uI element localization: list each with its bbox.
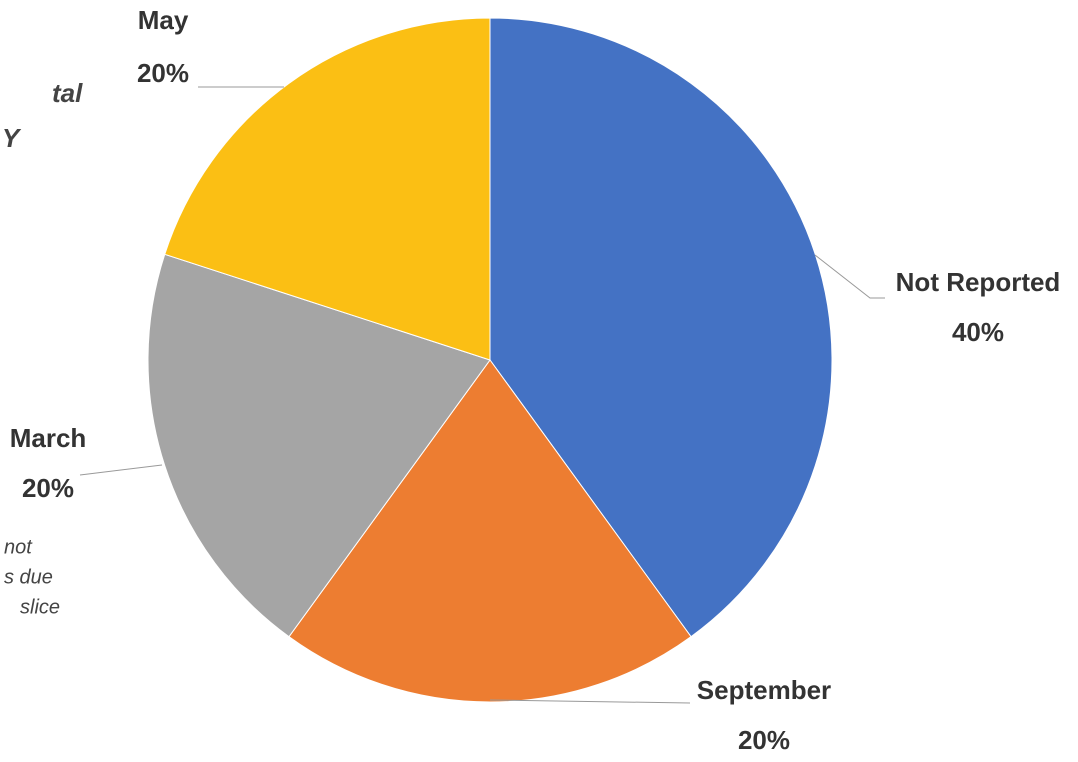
slice-label: Not Reported [896, 267, 1061, 297]
slice-value: 20% [137, 58, 189, 88]
annotation: tal [52, 78, 83, 108]
pie-slice [147, 253, 491, 638]
leader-line [489, 699, 691, 704]
slice-label: March [10, 423, 87, 453]
pie-slice [288, 359, 692, 703]
annotation: slice [20, 596, 60, 618]
annotation: not [4, 536, 33, 558]
pie-slice [164, 17, 491, 361]
slice-value: 20% [738, 725, 790, 755]
pie-slice [489, 17, 833, 638]
annotation: Y [2, 123, 22, 153]
leader-line [814, 254, 885, 299]
slice-value: 40% [952, 317, 1004, 347]
leader-line [79, 464, 163, 476]
annotation: s due [4, 566, 53, 588]
slice-value: 20% [22, 473, 74, 503]
slice-label: May [138, 5, 189, 35]
slice-label: September [697, 675, 831, 705]
